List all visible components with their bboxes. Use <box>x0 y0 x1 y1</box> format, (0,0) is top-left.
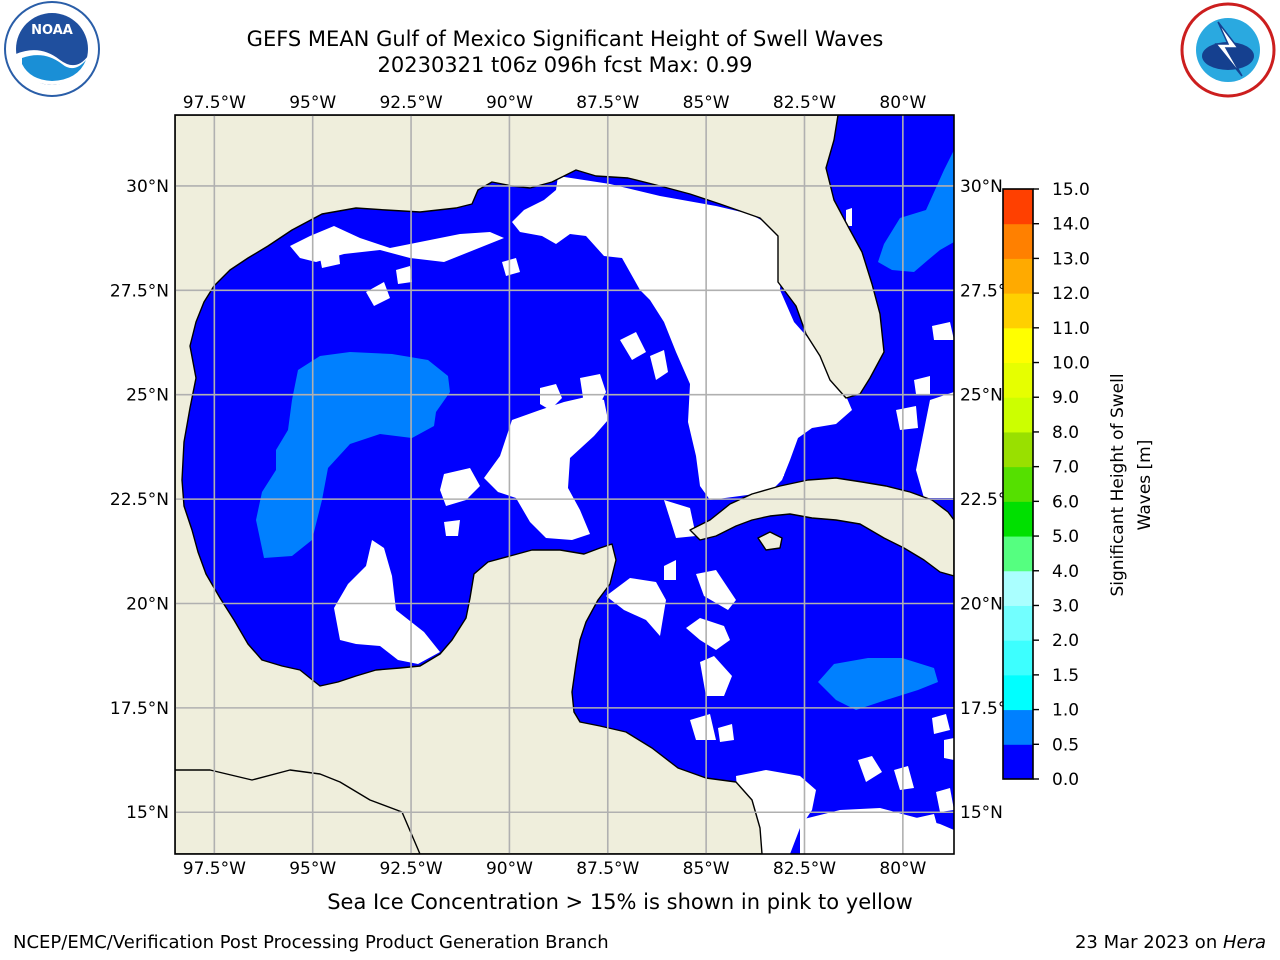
colorbar-swatch <box>1003 501 1033 537</box>
colorbar-tick-label: 9.0 <box>1052 388 1079 408</box>
colorbar <box>1002 188 1034 780</box>
lon-tick-label: 85°W <box>683 93 730 113</box>
colorbar-swatch <box>1003 223 1033 259</box>
machine-name: Hera <box>1222 932 1266 953</box>
colorbar-swatch <box>1003 327 1033 364</box>
colorbar-swatch <box>1003 293 1033 329</box>
colorbar-tick-label: 10.0 <box>1052 354 1090 374</box>
lon-tick-label: 85°W <box>683 859 730 879</box>
colorbar-tick-label: 1.0 <box>1052 701 1079 721</box>
colorbar-tick-label: 5.0 <box>1052 527 1079 547</box>
lon-tick-label: 80°W <box>879 859 926 879</box>
colorbar-border <box>1002 188 1034 780</box>
lon-ticks-top: 97.5°W 95°W 92.5°W 90°W 87.5°W 85°W 82.5°W 80°W <box>183 93 927 113</box>
lat-tick-label: 20°N <box>960 594 1003 614</box>
colorbar-tick-label: 6.0 <box>1052 492 1079 512</box>
lat-tick-label: 20°N <box>126 594 169 614</box>
lat-tick-label: 17.5°N <box>110 699 169 719</box>
colorbar-tick-label: 13.0 <box>1052 249 1090 269</box>
colorbar-swatch <box>1003 258 1033 294</box>
colorbar-tick-label: 11.0 <box>1052 319 1090 339</box>
colorbar-swatch <box>1003 709 1033 745</box>
colorbar-tick-label: 2.0 <box>1052 631 1079 651</box>
lat-tick-label: 25°N <box>126 386 169 406</box>
lon-tick-label: 82.5°W <box>773 93 836 113</box>
lon-tick-label: 87.5°W <box>576 93 639 113</box>
lon-tick-label: 92.5°W <box>379 859 442 879</box>
colorbar-tick-label: 0.0 <box>1052 770 1079 790</box>
colorbar-label-line2: Waves [m] <box>1135 440 1155 531</box>
map-title: GEFS MEAN Gulf of Mexico Significant Hei… <box>246 27 884 51</box>
colorbar-swatch <box>1003 397 1033 433</box>
credit-text: NCEP/EMC/Verification Post Processing Pr… <box>13 932 609 953</box>
lon-tick-label: 97.5°W <box>183 859 246 879</box>
lat-tick-label: 15°N <box>126 803 169 823</box>
lon-tick-label: 90°W <box>486 859 533 879</box>
map-subtitle: 20230321 t06z 096h fcst Max: 0.99 <box>377 53 753 77</box>
colorbar-tick-label: 14.0 <box>1052 215 1090 235</box>
colorbar-label-line1: Significant Height of Swell <box>1108 373 1128 596</box>
colorbar-swatch <box>1003 570 1033 606</box>
lat-tick-label: 27.5°N <box>110 281 169 301</box>
colorbar-tick-label: 4.0 <box>1052 562 1079 582</box>
lat-tick-label: 25°N <box>960 386 1003 406</box>
colorbar-tick-label: 8.0 <box>1052 423 1079 443</box>
noaa-logo: NOAA <box>4 1 100 97</box>
colorbar-tick-label: 15.0 <box>1052 180 1090 200</box>
colorbar-swatch <box>1003 605 1033 641</box>
sea-ice-note: Sea Ice Concentration > 15% is shown in … <box>327 890 913 914</box>
colorbar-tick-label: 1.5 <box>1052 666 1079 686</box>
lon-tick-label: 82.5°W <box>773 859 836 879</box>
map-gridlines <box>175 115 954 854</box>
lon-tick-label: 95°W <box>289 93 336 113</box>
lat-tick-label: 30°N <box>126 177 169 197</box>
lat-ticks-left: 30°N 27.5°N 25°N 22.5°N 20°N 17.5°N 15°N <box>110 177 169 823</box>
lon-tick-label: 95°W <box>289 859 336 879</box>
colorbar-tick-label: 7.0 <box>1052 458 1079 478</box>
lon-tick-label: 92.5°W <box>379 93 442 113</box>
colorbar-tick-label: 0.5 <box>1052 735 1079 755</box>
colorbar-swatch <box>1003 431 1033 468</box>
colorbar-swatch <box>1003 189 1033 225</box>
map-panel: 97.5°W 95°W 92.5°W 90°W 87.5°W 85°W 82.5°W 80°W… <box>110 93 1019 879</box>
svg-text:NOAA: NOAA <box>31 23 73 38</box>
date-stamp: 23 Mar 2023 on Hera <box>1074 932 1266 953</box>
colorbar-swatch <box>1003 744 1033 780</box>
lon-tick-label: 80°W <box>879 93 926 113</box>
land <box>175 115 954 854</box>
colorbar-tick-label: 12.0 <box>1052 284 1090 304</box>
colorbar-swatch <box>1003 466 1033 502</box>
map-border <box>174 114 955 855</box>
lon-tick-label: 97.5°W <box>183 93 246 113</box>
lat-tick-label: 15°N <box>960 803 1003 823</box>
lon-ticks-bottom: 97.5°W 95°W 92.5°W 90°W 87.5°W 85°W 82.5°W 80°W <box>183 859 927 879</box>
nws-logo <box>1180 2 1276 98</box>
colorbar-tick-label: 3.0 <box>1052 596 1079 616</box>
lon-tick-label: 90°W <box>486 93 533 113</box>
colorbar-ticks: 0.0 0.5 1.0 1.5 2.0 3.0 4.0 5.0 6.0 7.0 8.0 9.0 10.0… <box>1033 180 1090 790</box>
colorbar-swatch <box>1003 640 1033 676</box>
lat-tick-label: 30°N <box>960 177 1003 197</box>
colorbar-swatch <box>1003 674 1033 711</box>
colorbar-swatch <box>1003 362 1033 398</box>
colorbar-swatch <box>1003 536 1033 572</box>
lon-tick-label: 87.5°W <box>576 859 639 879</box>
lat-tick-label: 22.5°N <box>110 490 169 510</box>
